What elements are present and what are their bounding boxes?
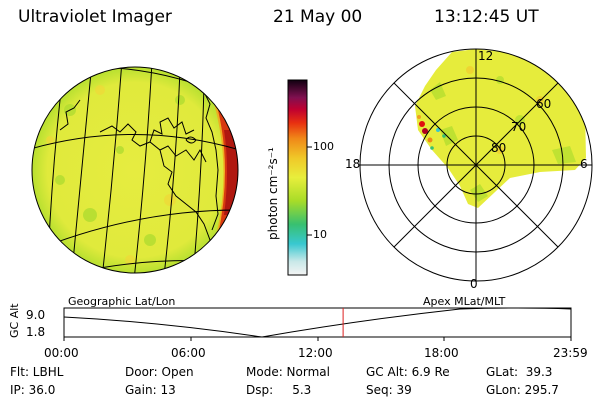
altitude-curve bbox=[63, 307, 572, 338]
alt-max-label: 9.0 bbox=[26, 308, 46, 322]
gc-alt-axis-label: GC Alt bbox=[8, 303, 21, 338]
gc-alt-status: GC Alt: 6.9 Re bbox=[366, 365, 450, 379]
mlt-label-left: 18 bbox=[345, 157, 361, 171]
instrument-title: Ultraviolet Imager bbox=[18, 7, 172, 27]
mlat-label-70: 70 bbox=[511, 120, 527, 134]
glat-status: GLat: 39.3 bbox=[486, 365, 553, 379]
date-label: 21 May 00 bbox=[273, 7, 363, 27]
glon-status: GLon: 295.7 bbox=[486, 383, 559, 397]
colorbar bbox=[287, 79, 312, 276]
gain-status: Gain: 13 bbox=[125, 383, 176, 397]
time-tick: 23:59 bbox=[553, 346, 588, 360]
apex-map-label: Apex MLat/MLT bbox=[423, 295, 506, 308]
colorbar-tick-100: 100 bbox=[313, 140, 334, 153]
geographic-map-label: Geographic Lat/Lon bbox=[68, 295, 176, 308]
mlt-label-bottom: 0 bbox=[470, 277, 478, 291]
time-label: 13:12:45 UT bbox=[434, 7, 539, 27]
time-tick: 00:00 bbox=[44, 346, 79, 360]
alt-min-label: 1.8 bbox=[26, 325, 46, 339]
altitude-panel bbox=[63, 307, 572, 341]
time-tick: 18:00 bbox=[424, 346, 459, 360]
mode-status: Mode: Normal bbox=[246, 365, 330, 379]
polar-plot bbox=[359, 48, 593, 282]
time-tick: 12:00 bbox=[298, 346, 333, 360]
seq-status: Seq: 39 bbox=[366, 383, 412, 397]
time-tick: 06:00 bbox=[171, 346, 206, 360]
colorbar-tick-10: 10 bbox=[313, 228, 327, 241]
mlat-label-80: 80 bbox=[491, 141, 507, 155]
mlat-label-60: 60 bbox=[536, 97, 552, 111]
mlt-label-right: 6 bbox=[580, 157, 588, 171]
geographic-map bbox=[31, 66, 239, 274]
door-status: Door: Open bbox=[125, 365, 194, 379]
emission-region bbox=[415, 49, 586, 208]
filter-status: Flt: LBHL bbox=[10, 365, 64, 379]
dsp-status: Dsp: 5.3 bbox=[246, 383, 312, 397]
ip-status: IP: 36.0 bbox=[10, 383, 56, 397]
mlt-label-top: 12 bbox=[478, 49, 494, 63]
colorbar-unit-label: photon cm⁻²s⁻¹ bbox=[266, 147, 280, 240]
